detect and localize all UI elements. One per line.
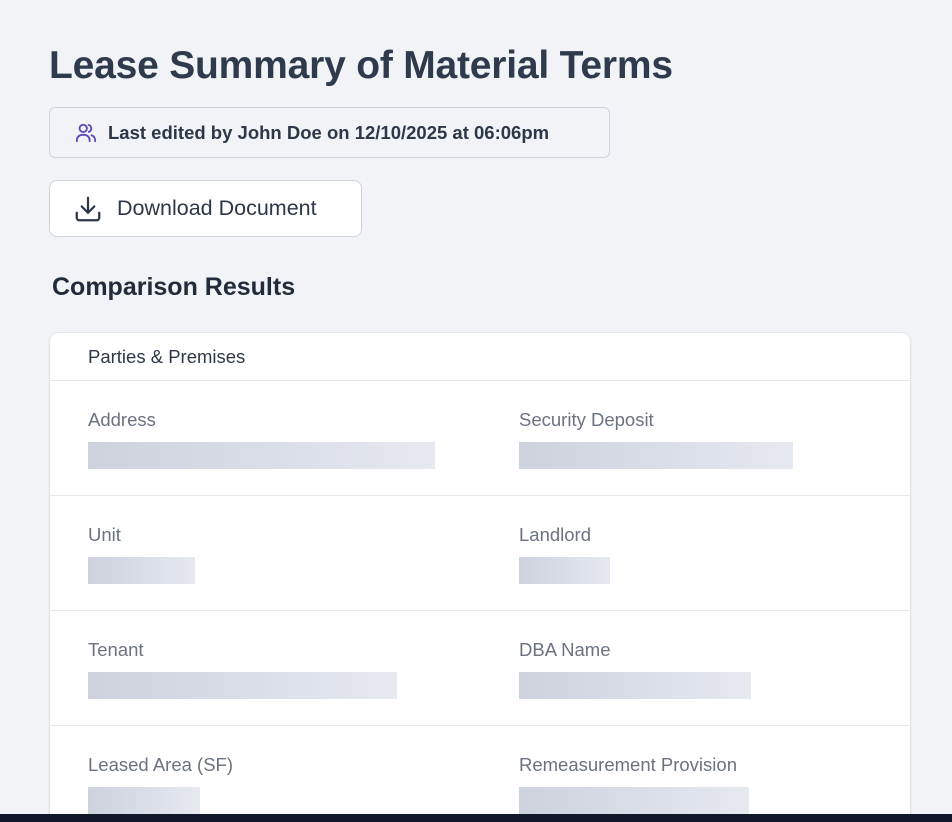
field-label: Address: [88, 409, 156, 430]
field-row: Tenant DBA Name: [50, 611, 910, 726]
field-label: Tenant: [88, 639, 144, 660]
field-label: Landlord: [519, 524, 592, 545]
comparison-card: Parties & Premises Address Security Depo…: [49, 332, 911, 814]
value-skeleton: [519, 787, 749, 814]
last-edited-text: Last edited by John Doe on 12/10/2025 at…: [108, 121, 550, 143]
download-document-button[interactable]: Download Document: [49, 180, 362, 237]
value-skeleton: [519, 442, 793, 469]
field-label: DBA Name: [519, 639, 611, 660]
value-skeleton: [88, 672, 397, 699]
card-header-title: Parties & Premises: [88, 345, 246, 367]
card-header: Parties & Premises: [50, 333, 910, 381]
field-row: Address Security Deposit: [50, 381, 910, 496]
download-document-label: Download Document: [117, 196, 317, 220]
value-skeleton: [88, 557, 195, 584]
field-row: Unit Landlord: [50, 496, 910, 611]
value-skeleton: [519, 557, 610, 584]
value-skeleton: [88, 442, 435, 469]
field-row: Leased Area (SF) Remeasurement Provision: [50, 726, 910, 814]
last-edited-badge: Last edited by John Doe on 12/10/2025 at…: [49, 107, 610, 158]
value-skeleton: [88, 787, 200, 814]
users-icon: [75, 122, 97, 144]
section-title: Comparison Results: [52, 273, 296, 301]
page-title: Lease Summary of Material Terms: [49, 44, 673, 87]
field-label: Remeasurement Provision: [519, 754, 737, 775]
download-icon: [73, 194, 103, 224]
field-label: Unit: [88, 524, 121, 545]
value-skeleton: [519, 672, 751, 699]
field-label: Leased Area (SF): [88, 754, 233, 775]
field-label: Security Deposit: [519, 409, 654, 430]
